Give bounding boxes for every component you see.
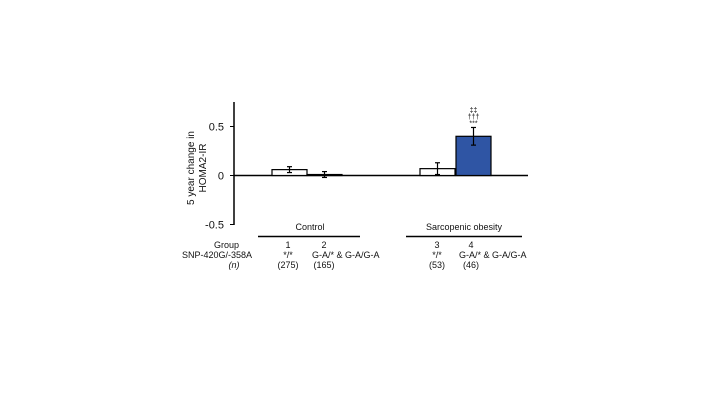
section-label: Control bbox=[295, 222, 324, 232]
group-number: 2 bbox=[321, 240, 326, 250]
sample-size: (46) bbox=[463, 260, 479, 270]
sample-size: (275) bbox=[277, 260, 298, 270]
row-label-genotype: SNP-420G/-358A bbox=[182, 250, 252, 260]
group-number: 4 bbox=[468, 240, 473, 250]
significance-marker: ‡‡ bbox=[470, 107, 478, 114]
y-tick-label: 0 bbox=[218, 171, 224, 183]
y-axis-ticks: 0.5 0 -0.5 bbox=[205, 122, 234, 232]
sample-size: (165) bbox=[313, 260, 334, 270]
genotype-label: */* bbox=[283, 250, 293, 260]
section-label: Sarcopenic obesity bbox=[426, 222, 503, 232]
genotype-label: G-A/* & G-A/G-A bbox=[312, 250, 380, 260]
row-label-group: Group bbox=[214, 240, 239, 250]
y-tick-label: -0.5 bbox=[205, 220, 224, 232]
significance-marker: *** bbox=[469, 120, 477, 127]
y-axis-title: 5 year change in HOMA2-IR bbox=[186, 131, 209, 205]
genotype-label: */* bbox=[432, 250, 442, 260]
genotype-label: G-A/* & G-A/G-A bbox=[459, 250, 527, 260]
y-tick-label: 0.5 bbox=[209, 122, 224, 134]
group-table: Control Sarcopenic obesity GroupSNP-420G/-… bbox=[182, 222, 527, 270]
y-axis-title-line1: 5 year change in bbox=[186, 131, 197, 205]
row-label-n: (n) bbox=[229, 260, 240, 270]
significance-marker: ††† bbox=[468, 114, 480, 121]
group-number: 3 bbox=[434, 240, 439, 250]
group-number: 1 bbox=[285, 240, 290, 250]
bar-series: ‡‡†††*** bbox=[271, 107, 492, 179]
y-axis-title-line2: HOMA2-IR bbox=[198, 144, 209, 193]
sample-size: (53) bbox=[429, 260, 445, 270]
